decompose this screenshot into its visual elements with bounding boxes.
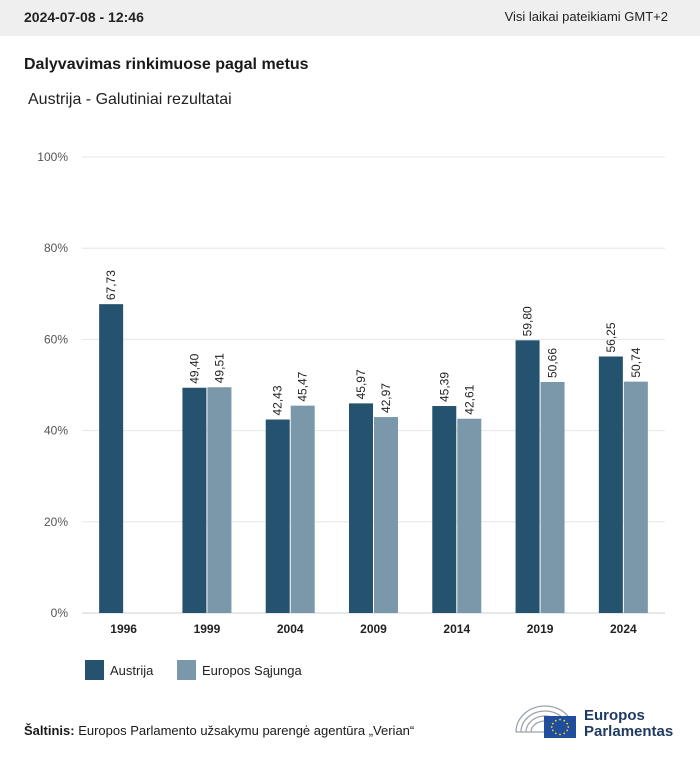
bar-austrija bbox=[349, 403, 373, 613]
bar-value-label: 42,43 bbox=[271, 385, 285, 415]
bar-value-label: 59,80 bbox=[521, 306, 535, 336]
x-tick-label: 1999 bbox=[194, 622, 221, 636]
bar-europos-sajunga bbox=[623, 381, 648, 613]
top-bar: 2024-07-08 - 12:46 Visi laikai pateikiam… bbox=[0, 0, 700, 36]
x-tick-label: 2009 bbox=[360, 622, 387, 636]
bar-europos-sajunga bbox=[207, 387, 232, 613]
logo-text-line1: Europos bbox=[584, 707, 645, 724]
bar-austrija bbox=[432, 406, 457, 613]
legend-swatch-austrija bbox=[85, 660, 104, 680]
bar-austrija bbox=[99, 304, 124, 613]
x-tick-label: 2004 bbox=[277, 622, 304, 636]
x-tick-label: 2019 bbox=[527, 622, 554, 636]
bar-europos-sajunga bbox=[457, 418, 482, 613]
timezone-note: Visi laikai pateikiami GMT+2 bbox=[504, 9, 668, 24]
bar-europos-sajunga bbox=[374, 417, 398, 613]
bar-value-label: 49,40 bbox=[187, 353, 201, 383]
x-tick-label: 1996 bbox=[110, 622, 137, 636]
y-tick-label: 20% bbox=[44, 515, 68, 529]
x-tick-label: 2024 bbox=[610, 622, 637, 636]
y-tick-label: 80% bbox=[44, 241, 68, 255]
source-note: Šaltinis: Europos Parlamento užsakymu pa… bbox=[24, 723, 414, 738]
y-tick-label: 40% bbox=[44, 424, 68, 438]
bar-value-label: 56,25 bbox=[604, 322, 618, 352]
datetime-label: 2024-07-08 - 12:46 bbox=[24, 9, 144, 25]
bar-austrija bbox=[265, 419, 290, 613]
logo-text: Europos Parlamentas bbox=[584, 708, 673, 740]
chart-title: Dalyvavimas rinkimuose pagal metus bbox=[24, 56, 309, 73]
bar-europos-sajunga bbox=[290, 405, 315, 613]
bar-value-label: 45,47 bbox=[296, 371, 310, 401]
chart-subtitle: Austrija - Galutiniai rezultatai bbox=[28, 91, 232, 108]
turnout-bar-chart: 0% 20% 40% 60% 80% 100% 67,73 49,40 49,51 42,43 4… bbox=[37, 150, 665, 636]
source-prefix: Šaltinis: bbox=[24, 723, 75, 738]
bar-value-label: 42,61 bbox=[462, 384, 476, 414]
bar-value-label: 42,97 bbox=[379, 383, 393, 413]
legend-swatch-europos-sajunga bbox=[177, 660, 196, 680]
bar-value-label: 50,66 bbox=[546, 348, 560, 378]
x-tick-label: 2014 bbox=[443, 622, 470, 636]
bar-austrija bbox=[182, 387, 207, 613]
y-tick-label: 60% bbox=[44, 332, 68, 346]
bar-austrija bbox=[598, 356, 623, 613]
y-tick-label: 0% bbox=[51, 606, 69, 620]
legend-label-europos-sajunga: Europos Sąjunga bbox=[202, 663, 302, 678]
bar-austrija bbox=[515, 340, 540, 613]
bar-value-label: 67,73 bbox=[104, 270, 118, 300]
bar-value-label: 45,39 bbox=[437, 372, 451, 402]
logo-text-line2: Parlamentas bbox=[584, 723, 674, 740]
bar-value-label: 45,97 bbox=[354, 369, 368, 399]
y-tick-label: 100% bbox=[37, 150, 68, 164]
european-parliament-logo: Europos Parlamentas bbox=[512, 700, 682, 744]
legend-label-austrija: Austrija bbox=[110, 663, 154, 678]
bar-value-label: 50,74 bbox=[629, 347, 643, 377]
source-text: Europos Parlamento užsakymu parengė agen… bbox=[78, 723, 415, 738]
bar-value-label: 49,51 bbox=[212, 353, 226, 383]
hemicycle-logo-icon bbox=[515, 705, 576, 738]
bar-europos-sajunga bbox=[540, 381, 565, 613]
